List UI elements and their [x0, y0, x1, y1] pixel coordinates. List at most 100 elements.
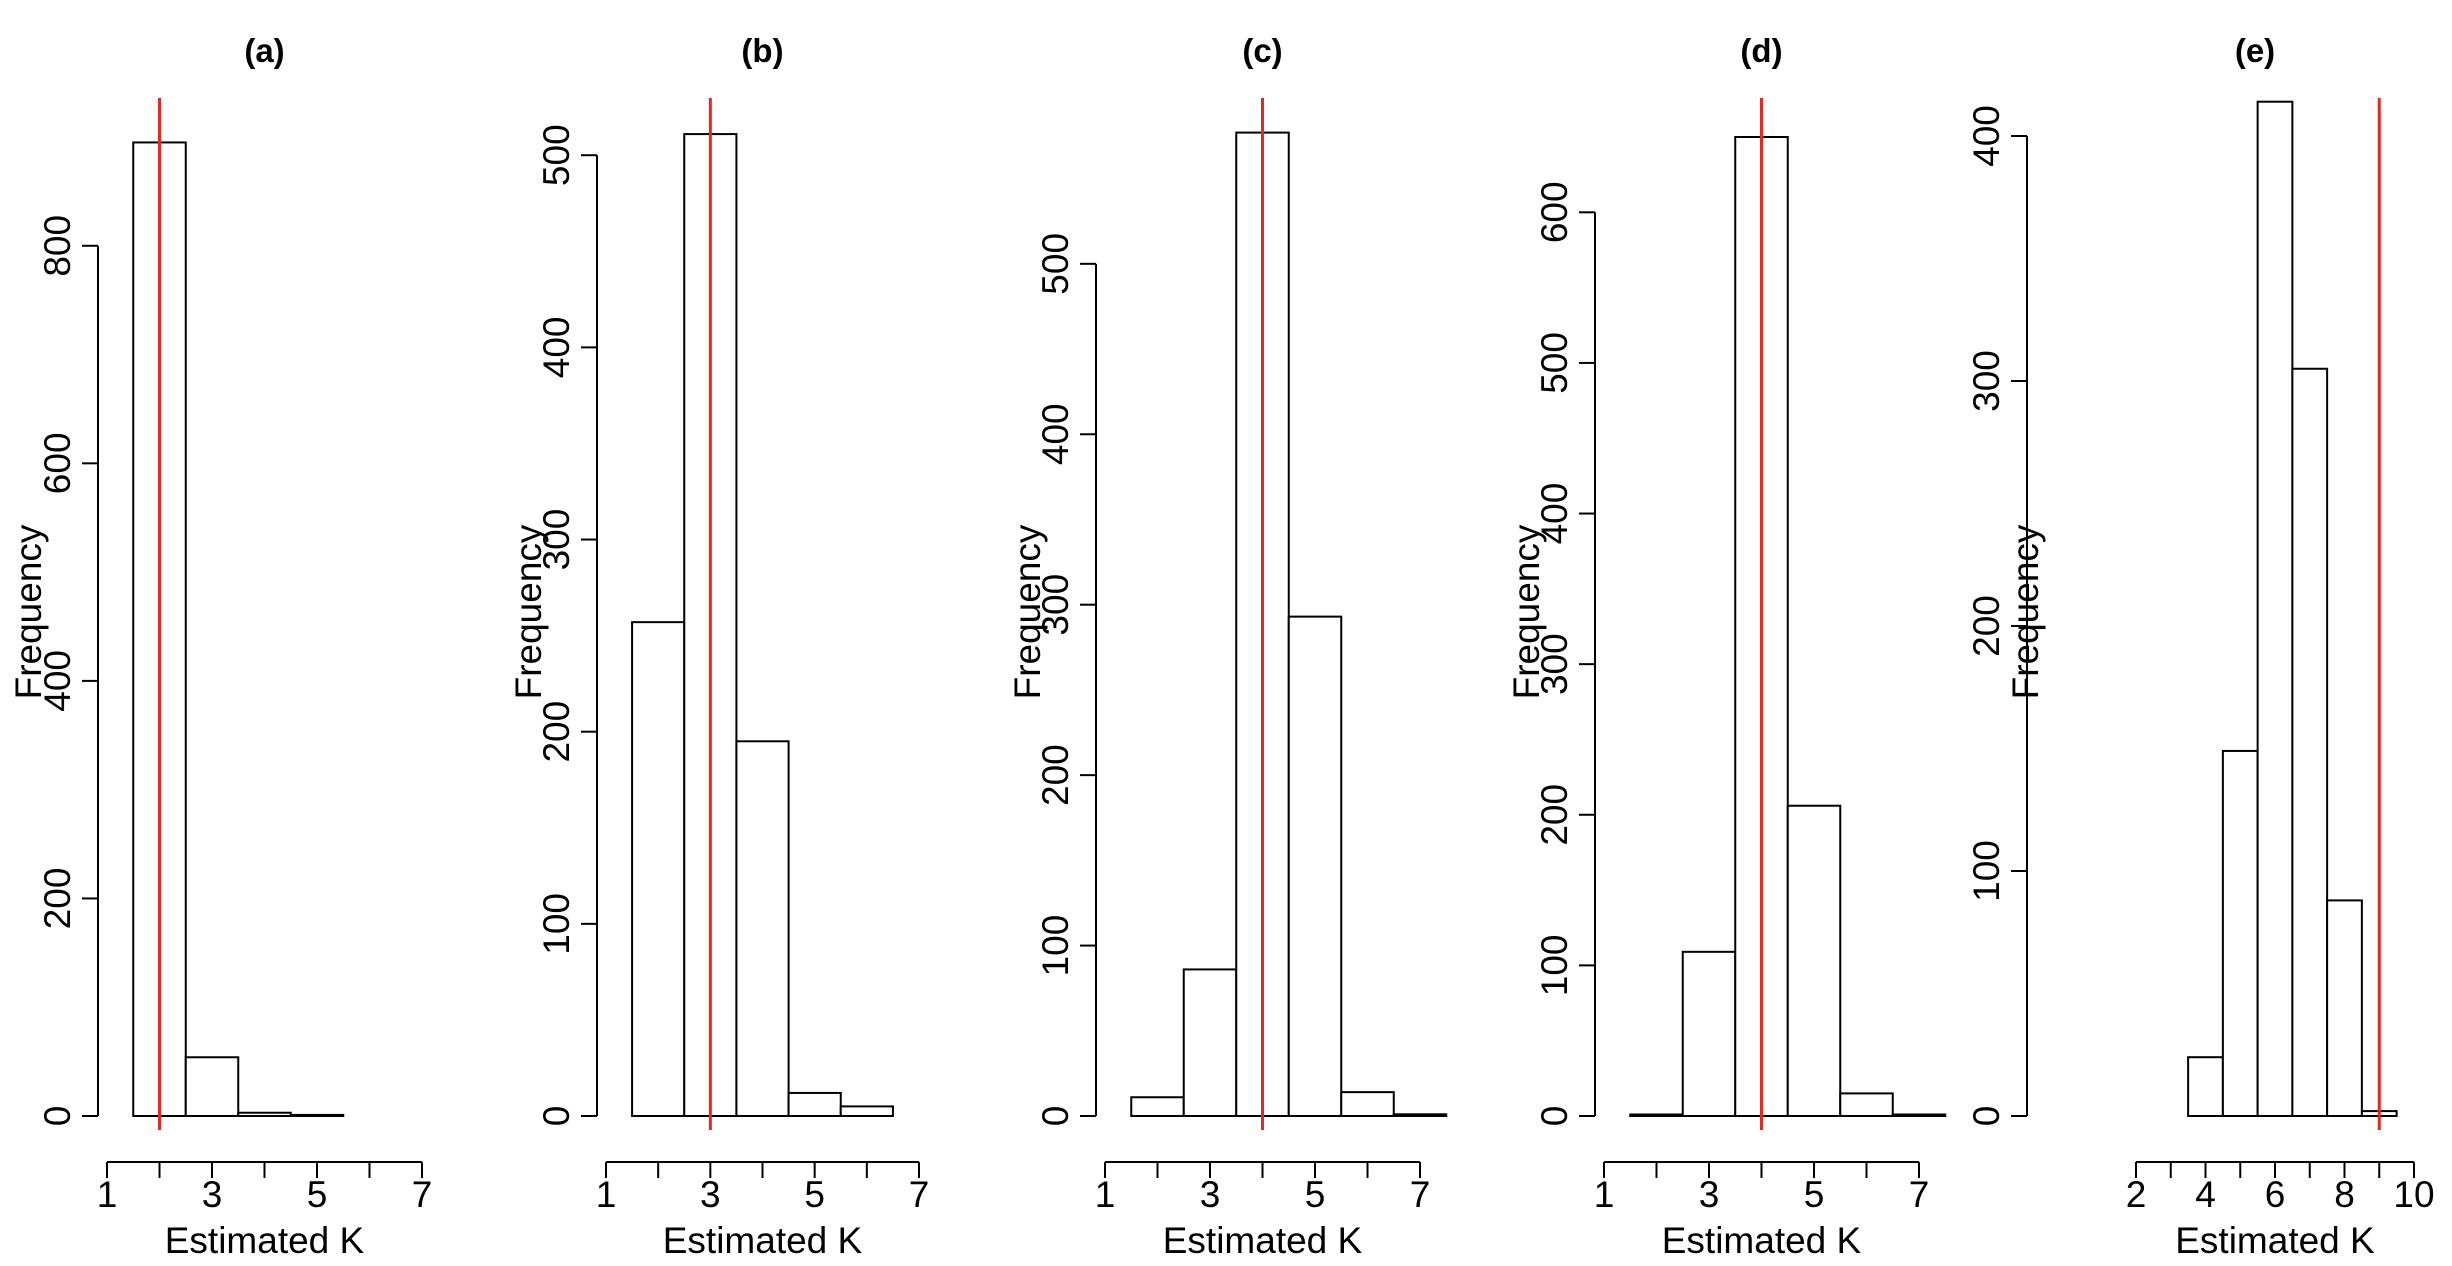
x-tick-label: 5 — [1804, 1174, 1825, 1215]
histogram-bar — [1287, 615, 1343, 1117]
y-axis-title: Frequency — [1506, 524, 1547, 699]
x-tick-label: 7 — [412, 1174, 433, 1215]
y-axis-title: Frequency — [2005, 524, 2046, 699]
y-axis: 0 100 200 300 400 500 — [536, 124, 598, 1127]
histogram-bar — [2256, 100, 2294, 1117]
y-tick-label: 500 — [536, 124, 577, 186]
x-tick-label: 7 — [909, 1174, 930, 1215]
y-tick-label: 400 — [1966, 105, 2007, 167]
histogram-bar — [631, 621, 686, 1117]
panel-title: (c) — [1242, 32, 1282, 69]
histogram-bar — [2326, 899, 2363, 1118]
x-axis: 1 3 5 7 — [596, 1161, 930, 1215]
x-axis: 2 4 6 8 10 — [2126, 1161, 2435, 1215]
panel-title: (b) — [741, 32, 783, 69]
y-tick-label: 400 — [536, 317, 577, 379]
x-tick-label: 3 — [1699, 1174, 1720, 1215]
histogram-bar — [1182, 968, 1238, 1117]
histogram-bar — [839, 1105, 894, 1118]
x-tick-label: 3 — [700, 1174, 721, 1215]
x-axis-title: Estimated K — [1662, 1220, 1862, 1261]
histogram-bar — [787, 1091, 842, 1117]
y-tick-label: 100 — [1534, 935, 1575, 997]
panel-title: (d) — [1740, 32, 1782, 69]
y-tick-label: 100 — [1035, 915, 1076, 977]
y-tick-label: 200 — [37, 868, 78, 930]
x-tick-label: 3 — [202, 1174, 223, 1215]
y-tick-label: 0 — [1534, 1106, 1575, 1127]
x-tick-label: 3 — [1200, 1174, 1221, 1215]
y-axis-title: Frequency — [508, 524, 549, 699]
x-axis-title: Estimated K — [663, 1220, 863, 1261]
panel-title: (e) — [2235, 32, 2275, 69]
y-tick-label: 300 — [1035, 574, 1076, 636]
x-tick-label: 6 — [2265, 1174, 2286, 1215]
panel-title: (a) — [244, 32, 284, 69]
x-axis-title: Estimated K — [1163, 1220, 1363, 1261]
histogram-panel-e: (e) 0 100 200 300 400 Frequency 2 4 6 8 10 Estimated… — [1966, 32, 2435, 1261]
x-tick-label: 1 — [97, 1174, 118, 1215]
y-tick-label: 100 — [536, 893, 577, 955]
y-tick-label: 400 — [1534, 483, 1575, 545]
y-tick-label: 600 — [37, 432, 78, 494]
histogram-bar — [1839, 1092, 1894, 1118]
x-tick-label: 2 — [2126, 1174, 2147, 1215]
y-tick-label: 400 — [37, 650, 78, 712]
y-axis: 0 100 200 300 400 — [1966, 105, 2028, 1127]
y-tick-label: 300 — [1966, 350, 2007, 412]
y-axis: 0 200 400 600 800 — [37, 215, 99, 1126]
histogram-bar — [1681, 950, 1737, 1117]
x-tick-label: 1 — [1594, 1174, 1615, 1215]
y-tick-label: 100 — [1966, 840, 2007, 902]
x-tick-label: 5 — [1305, 1174, 1326, 1215]
y-tick-label: 500 — [1534, 332, 1575, 394]
histogram-bar — [2221, 749, 2259, 1117]
x-axis-title: Estimated K — [165, 1220, 365, 1261]
histogram-bar — [1130, 1096, 1185, 1118]
histogram-bar — [1786, 804, 1842, 1117]
histogram-bar — [1392, 1113, 1448, 1118]
histogram-panel-d: (d) 0 100 200 300 400 500 600 Frequency 1 3 5 7 Estim… — [1506, 32, 1947, 1261]
x-tick-label: 1 — [1095, 1174, 1116, 1215]
x-tick-label: 1 — [596, 1174, 617, 1215]
histogram-bar — [2291, 367, 2329, 1117]
histogram-bar — [2187, 1056, 2224, 1117]
y-axis: 0 100 200 300 400 500 — [1035, 233, 1097, 1127]
y-axis-title: Frequency — [8, 524, 49, 699]
histogram-bar — [1891, 1113, 1947, 1118]
histogram-panel-a: (a) 0 200 400 600 800 Frequency 1 3 5 7 Estimated K — [8, 32, 432, 1261]
y-tick-label: 0 — [1035, 1106, 1076, 1127]
x-tick-label: 10 — [2393, 1174, 2434, 1215]
y-tick-label: 0 — [536, 1106, 577, 1127]
histogram-bar — [237, 1111, 292, 1118]
x-tick-label: 4 — [2195, 1174, 2216, 1215]
y-axis: 0 100 200 300 400 500 600 — [1534, 181, 1596, 1127]
y-tick-label: 800 — [37, 215, 78, 277]
y-tick-label: 400 — [1035, 403, 1076, 465]
y-tick-label: 500 — [1035, 233, 1076, 295]
y-tick-label: 200 — [1035, 744, 1076, 806]
histogram-bar — [735, 740, 790, 1117]
y-tick-label: 200 — [1534, 784, 1575, 846]
histogram-bar — [184, 1056, 240, 1118]
x-tick-label: 8 — [2334, 1174, 2355, 1215]
x-axis: 1 3 5 7 — [1594, 1161, 1930, 1215]
x-axis: 1 3 5 7 — [97, 1161, 433, 1215]
y-tick-label: 300 — [536, 509, 577, 571]
histogram-bar — [289, 1113, 345, 1118]
y-tick-label: 600 — [1534, 181, 1575, 243]
histogram-bar — [1629, 1113, 1684, 1118]
x-tick-label: 7 — [1410, 1174, 1431, 1215]
x-tick-label: 5 — [804, 1174, 825, 1215]
x-axis-title: Estimated K — [2175, 1220, 2375, 1261]
histogram-panel-b: (b) 0 100 200 300 400 500 Frequency 1 3 5 7 Estimate… — [508, 32, 929, 1261]
x-axis: 1 3 5 7 — [1095, 1161, 1431, 1215]
y-axis-title: Frequency — [1007, 524, 1048, 699]
y-tick-label: 200 — [1966, 595, 2007, 657]
x-tick-label: 5 — [307, 1174, 328, 1215]
histogram-bar — [1340, 1091, 1395, 1118]
y-tick-label: 300 — [1534, 633, 1575, 695]
y-tick-label: 0 — [1966, 1106, 2007, 1127]
x-tick-label: 7 — [1909, 1174, 1930, 1215]
